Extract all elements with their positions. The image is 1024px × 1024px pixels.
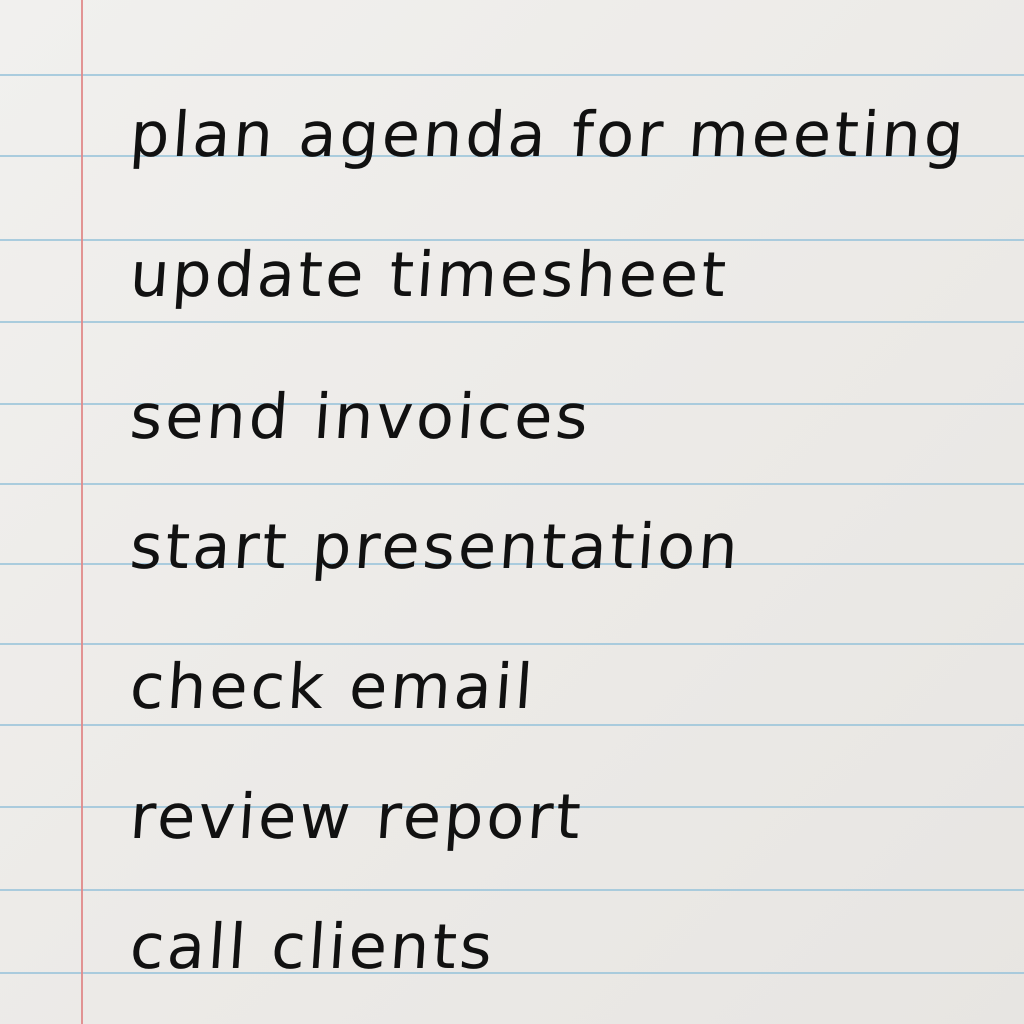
ruled-line — [0, 483, 1024, 485]
ruled-line — [0, 74, 1024, 76]
ruled-line — [0, 724, 1024, 726]
margin-line — [81, 0, 83, 1024]
ruled-line — [0, 806, 1024, 808]
list-item-review-report: review report — [127, 780, 586, 853]
list-item-call-clients: call clients — [127, 910, 498, 983]
ruled-line — [0, 563, 1024, 565]
ruled-line — [0, 155, 1024, 157]
list-item-send-invoices: send invoices — [127, 380, 594, 453]
ruled-line — [0, 321, 1024, 323]
list-item-plan-agenda: plan agenda for meeting — [127, 98, 970, 171]
ruled-line — [0, 239, 1024, 241]
ruled-line — [0, 643, 1024, 645]
ruled-line — [0, 972, 1024, 974]
list-item-update-timesheet: update timesheet — [127, 238, 732, 311]
ruled-line — [0, 889, 1024, 891]
list-item-start-presentation: start presentation — [127, 510, 744, 583]
list-item-check-email: check email — [127, 650, 538, 723]
ruled-line — [0, 403, 1024, 405]
